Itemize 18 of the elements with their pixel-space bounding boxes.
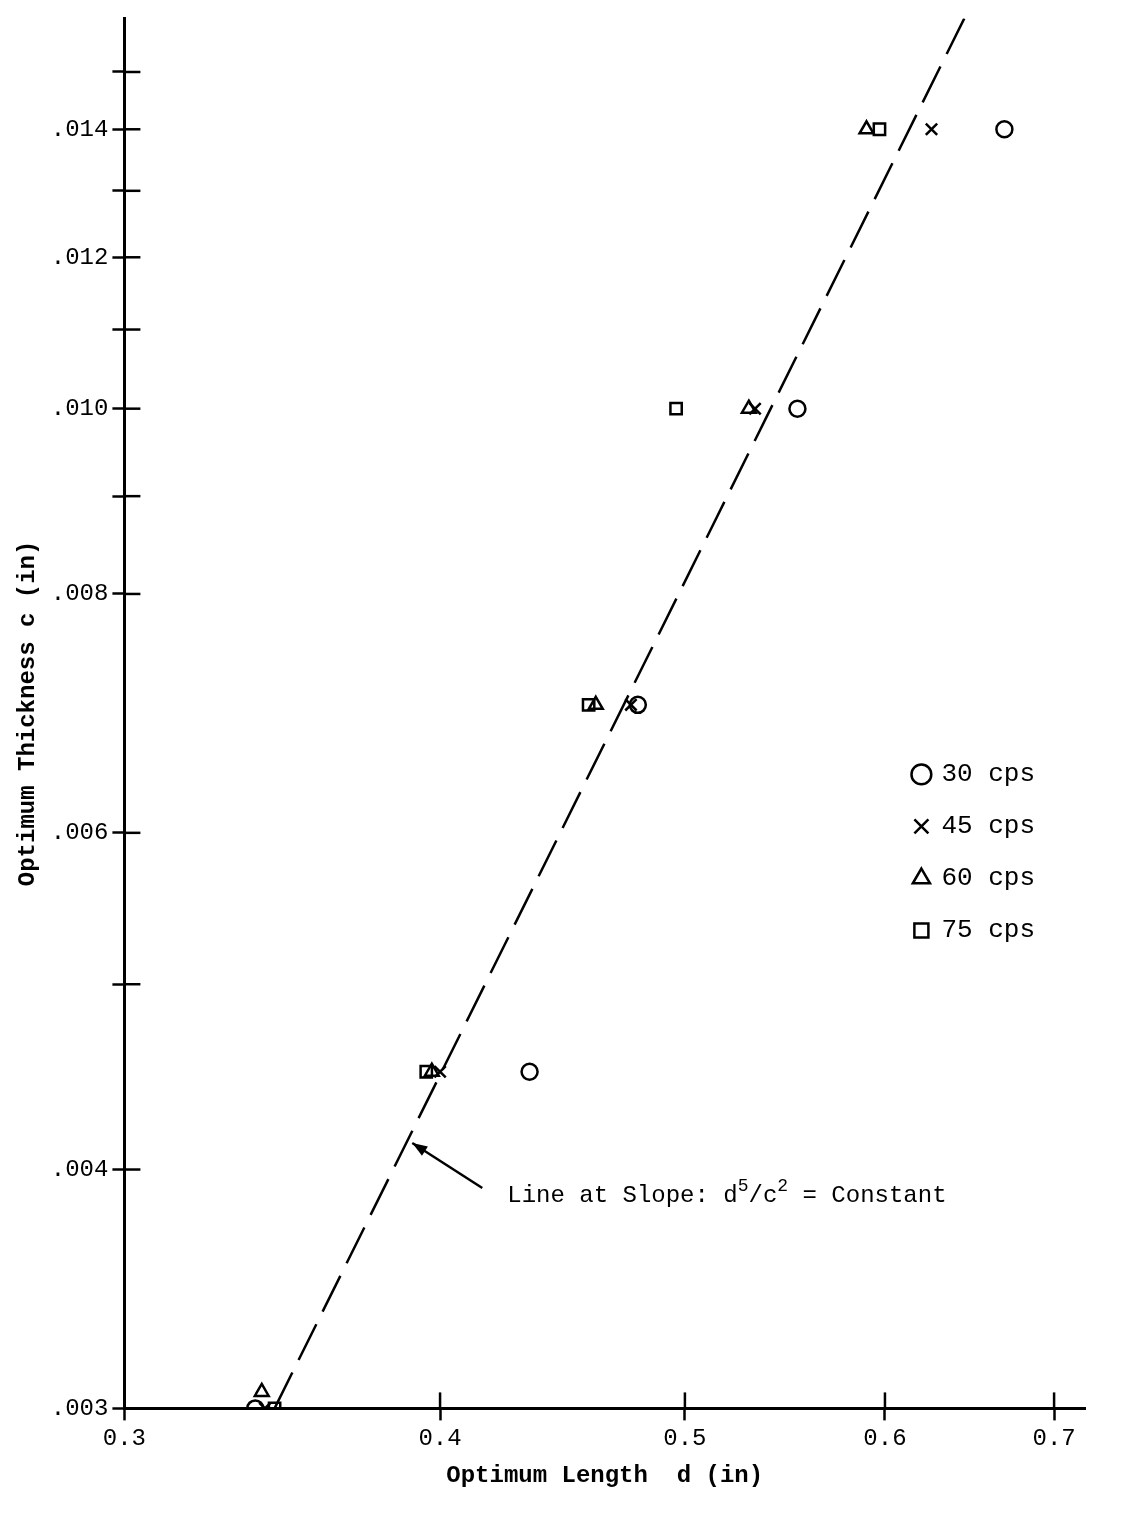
y-tick-label: .006 — [50, 819, 109, 847]
legend-label: 75 cps — [941, 915, 1036, 946]
legend-label: 30 cps — [941, 759, 1036, 790]
x-tick-label: 0.6 — [863, 1425, 907, 1453]
y-tick-label: .004 — [50, 1155, 109, 1183]
x-tick-label: 0.3 — [102, 1425, 147, 1453]
legend-label: 60 cps — [941, 863, 1036, 894]
y-axis-title: Optimum Thickness c (in) — [14, 540, 42, 887]
x-axis-title: Optimum Length d (in) — [446, 1461, 764, 1489]
y-tick-label: .010 — [50, 395, 109, 423]
x-tick-label: 0.5 — [663, 1425, 707, 1453]
y-tick-label: .012 — [50, 243, 109, 271]
legend-label: 45 cps — [941, 811, 1036, 842]
y-tick-label: .008 — [50, 580, 109, 608]
y-tick-label: .003 — [50, 1394, 109, 1422]
x-tick-label: 0.4 — [418, 1425, 462, 1453]
y-tick-label: .014 — [50, 115, 109, 143]
x-tick-label: 0.7 — [1032, 1425, 1076, 1453]
